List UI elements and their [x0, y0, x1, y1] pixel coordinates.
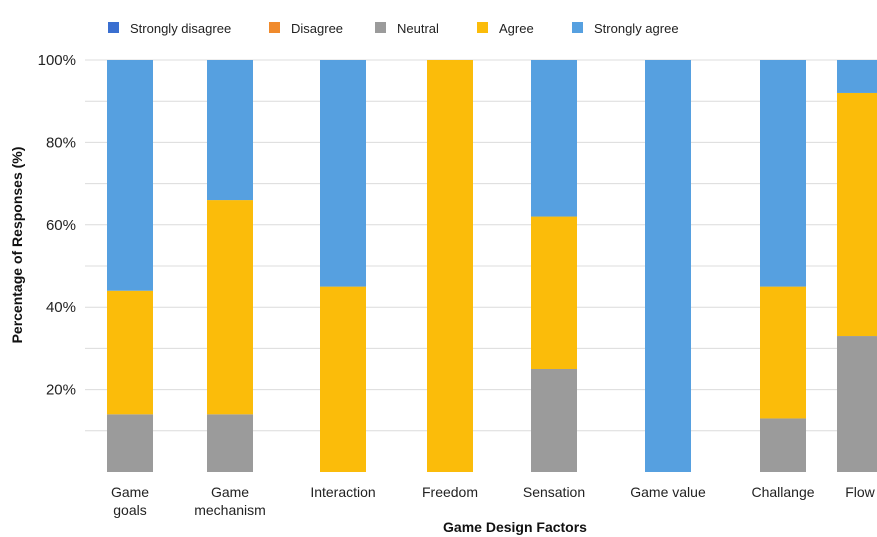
bar-segment-agree: [320, 286, 366, 472]
bar-segment-strongly-agree: [531, 60, 577, 217]
bar-segment-neutral: [531, 369, 577, 472]
legend-label: Strongly agree: [594, 21, 679, 36]
y-axis-ticks: 20% 40% 60% 80% 100%: [38, 52, 76, 399]
x-tick-label: Freedom: [422, 484, 478, 500]
legend-swatch: [375, 22, 386, 33]
y-tick-label: 20%: [46, 382, 76, 399]
x-tick-label: mechanism: [194, 502, 266, 518]
x-tick-label: Game value: [630, 484, 706, 500]
gridlines: [85, 59, 877, 432]
bar-segment-strongly-agree: [320, 60, 366, 287]
y-tick-label: 100%: [38, 52, 76, 69]
bar-segment-agree: [107, 290, 153, 415]
bar-segment-neutral: [837, 336, 877, 472]
bar-segment-neutral: [760, 418, 806, 472]
bar-segment-agree: [207, 200, 253, 415]
bar-segment-agree: [837, 92, 877, 337]
bar-segment-neutral: [107, 414, 153, 472]
bars: [107, 60, 877, 472]
legend-label: Strongly disagree: [130, 21, 231, 36]
legend-swatch: [269, 22, 280, 33]
x-axis-ticks: Game goals Game mechanism Interaction Freedom…: [111, 484, 876, 518]
bar-segment-strongly-agree: [837, 60, 877, 93]
legend-label: Agree: [499, 21, 534, 36]
legend-swatch: [108, 22, 119, 33]
legend-label: Neutral: [397, 21, 439, 36]
x-tick-label: goals: [113, 502, 146, 518]
x-tick-label: Sensation: [523, 484, 585, 500]
bar-segment-agree: [760, 286, 806, 419]
bar-segment-strongly-agree: [207, 60, 253, 201]
y-tick-label: 60%: [46, 217, 76, 234]
x-tick-label: Game: [111, 484, 149, 500]
x-axis-title: Game Design Factors: [443, 519, 587, 535]
legend-swatch: [477, 22, 488, 33]
bar-segment-neutral: [207, 414, 253, 472]
bar-segment-strongly-agree: [760, 60, 806, 287]
x-tick-label: Flow: [845, 484, 875, 500]
y-axis-title: Percentage of Responses (%): [9, 147, 25, 344]
x-tick-label: Challange: [751, 484, 814, 500]
x-tick-label: Game: [211, 484, 249, 500]
bar-segment-agree: [531, 216, 577, 369]
legend-label: Disagree: [291, 21, 343, 36]
bar-segment-agree: [427, 60, 473, 472]
legend: Strongly disagree Disagree Neutral Agree Str…: [108, 21, 679, 36]
x-tick-label: Interaction: [310, 484, 375, 500]
bar-segment-strongly-agree: [645, 60, 691, 472]
legend-swatch: [572, 22, 583, 33]
bar-segment-strongly-agree: [107, 60, 153, 291]
y-tick-label: 80%: [46, 134, 76, 151]
y-tick-label: 40%: [46, 299, 76, 316]
